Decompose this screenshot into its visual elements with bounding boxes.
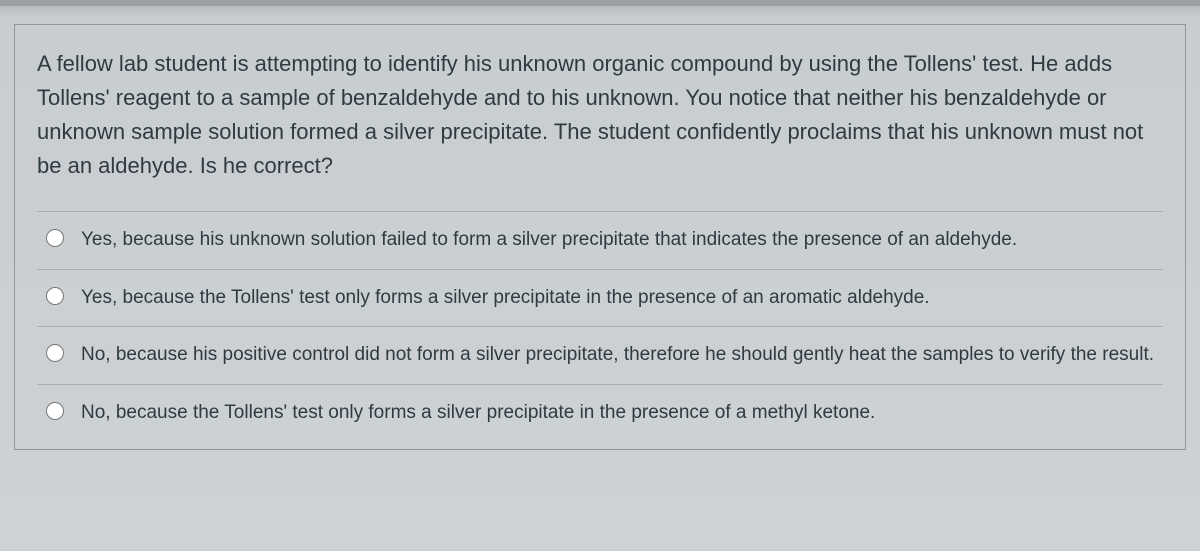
option-row-4[interactable]: No, because the Tollens' test only forms… (37, 385, 1163, 446)
option-label-1: Yes, because his unknown solution failed… (81, 226, 1017, 255)
option-label-4: No, because the Tollens' test only forms… (81, 399, 875, 428)
option-row-2[interactable]: Yes, because the Tollens' test only form… (37, 270, 1163, 328)
option-radio-2[interactable] (46, 287, 64, 305)
option-radio-1[interactable] (46, 229, 64, 247)
option-radio-4[interactable] (46, 402, 64, 420)
question-card: A fellow lab student is attempting to id… (14, 24, 1186, 450)
option-row-1[interactable]: Yes, because his unknown solution failed… (37, 212, 1163, 270)
option-label-3: No, because his positive control did not… (81, 341, 1154, 370)
option-label-2: Yes, because the Tollens' test only form… (81, 284, 930, 313)
option-row-3[interactable]: No, because his positive control did not… (37, 327, 1163, 385)
options-group: Yes, because his unknown solution failed… (37, 211, 1163, 445)
page-background: A fellow lab student is attempting to id… (0, 0, 1200, 551)
window-chrome-shadow (0, 6, 1200, 16)
option-radio-3[interactable] (46, 344, 64, 362)
question-prompt: A fellow lab student is attempting to id… (37, 47, 1163, 183)
